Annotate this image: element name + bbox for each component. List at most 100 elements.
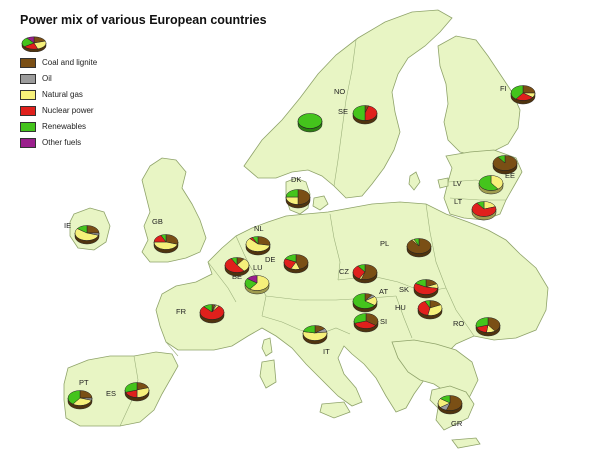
pie-es (124, 382, 150, 402)
pie-slice-renewables (251, 236, 259, 245)
country-code-es: ES (106, 389, 116, 398)
pie-slice-renewables (352, 105, 366, 121)
land-great-britain (141, 157, 207, 263)
pie-slice-renewables (124, 382, 138, 393)
legend-pie-slices (21, 36, 47, 53)
pie-slice-renewables (413, 238, 420, 247)
legend-swatch-natural-gas (20, 90, 36, 100)
pie-hu (417, 300, 443, 320)
pie-slice-coal (297, 189, 311, 205)
pie-slice-nuclear (199, 305, 225, 320)
pie-pl (406, 238, 432, 258)
land-denmark-islands (312, 195, 329, 211)
map-title: Power mix of various European countries (20, 13, 267, 27)
country-code-be: BE (232, 272, 242, 281)
power-mix-pies (67, 85, 536, 415)
legend-label-renewables: Renewables (42, 122, 87, 131)
land-iberia (63, 351, 179, 427)
pie-lu (244, 275, 270, 295)
country-code-sk: SK (399, 285, 409, 294)
legend-pie-icon (20, 36, 48, 53)
land-sicily (319, 401, 351, 419)
pie-slice-renewables (67, 390, 81, 405)
country-code-ee: EE (505, 171, 515, 180)
pie-slice-renewables (424, 300, 431, 309)
pie-slice-gas (249, 275, 270, 291)
country-code-ro: RO (453, 319, 464, 328)
country-code-ie: IE (64, 221, 71, 230)
legend-swatch-nuclear (20, 106, 36, 116)
pie-slice-renewables (352, 293, 376, 309)
pie-lt (471, 201, 497, 221)
land-corsica (261, 337, 273, 357)
pie-slice-other (26, 36, 35, 44)
pie-de (283, 254, 309, 274)
legend-swatch-oil (20, 74, 36, 84)
country-code-si: SI (380, 317, 387, 326)
legend-label-nuclear: Nuclear power (42, 106, 94, 115)
pie-gb (153, 234, 179, 254)
pie-slice-nuclear (224, 258, 245, 273)
pie-slice-nuclear (354, 320, 377, 329)
country-code-se: SE (338, 107, 348, 116)
pie-pt (67, 390, 93, 410)
legend-label-coal: Coal and lignite (42, 58, 98, 67)
pie-slice-renewables (476, 201, 485, 210)
pie-it (302, 325, 328, 345)
pie-ro (475, 317, 501, 337)
pie-slice-renewables (203, 304, 213, 313)
pie-slice-gas (490, 175, 504, 190)
pie-nl (245, 236, 271, 256)
pie-slice-nuclear (352, 265, 366, 279)
country-code-dk: DK (291, 175, 301, 184)
legend-swatch-other-fuels (20, 138, 36, 148)
pie-slice-nuclear (417, 300, 431, 316)
pie-slice-coal (487, 317, 501, 332)
pie-slice-renewables (497, 155, 506, 164)
pie-be (224, 257, 250, 277)
pie-slice-renewables (510, 85, 524, 100)
pie-ee (492, 155, 518, 175)
pie-slice-renewables (415, 279, 427, 288)
legend-swatch-coal (20, 58, 36, 68)
pie-slice-gas (74, 228, 99, 241)
pie-slice-nuclear (364, 105, 378, 121)
land-saaremaa (437, 177, 449, 189)
country-code-pl: PL (380, 239, 389, 248)
pie-slice-renewables (439, 395, 451, 404)
pie-fi (510, 85, 536, 105)
pie-slice-renewables (284, 254, 297, 263)
pie-gr (437, 395, 463, 415)
country-code-nl: NL (254, 224, 264, 233)
country-code-gr: GR (451, 419, 463, 428)
pie-se (352, 105, 378, 125)
pie-slice-renewables (297, 113, 323, 129)
legend-label-natural-gas: Natural gas (42, 90, 83, 99)
country-code-de: DE (265, 255, 275, 264)
pie-slice-renewables (230, 257, 238, 266)
pie-ie (74, 225, 100, 245)
land-finland (437, 35, 521, 157)
pie-slice-gas (245, 238, 271, 252)
country-code-hu: HU (395, 303, 406, 312)
legend-label-other-fuels: Other fuels (42, 138, 82, 147)
pie-slice-coal (365, 313, 379, 326)
pie-fr (199, 304, 225, 324)
legend-swatch-renewables (20, 122, 36, 132)
legend-label-oil: Oil (42, 74, 52, 83)
pie-slice-other (246, 275, 258, 284)
country-code-lt: LT (454, 197, 463, 206)
land-crete (451, 437, 481, 449)
pie-lv (478, 175, 504, 195)
country-code-fi: FI (500, 84, 507, 93)
pie-at (352, 293, 378, 313)
country-code-fr: FR (176, 307, 187, 316)
pie-si (353, 313, 379, 333)
land-gotland (408, 171, 421, 191)
country-code-at: AT (379, 287, 388, 296)
pie-slice-renewables (353, 313, 367, 324)
pie-slice-renewables (285, 189, 299, 198)
